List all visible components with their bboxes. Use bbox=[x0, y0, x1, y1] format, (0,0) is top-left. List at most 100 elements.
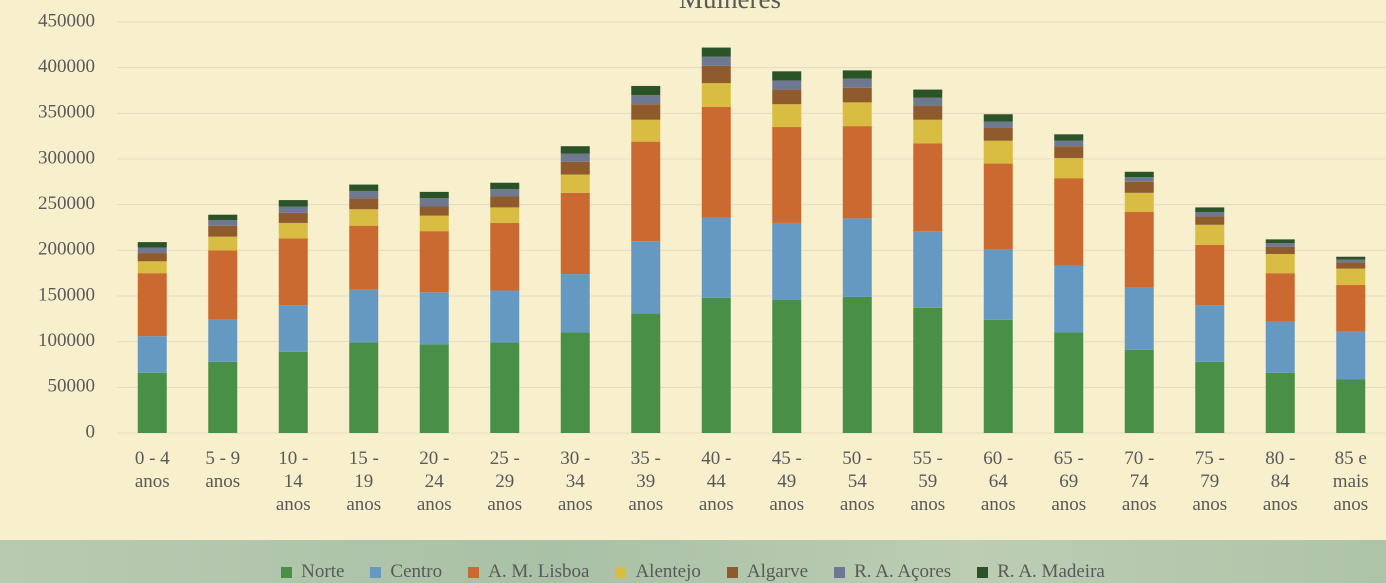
bar-segment bbox=[1195, 244, 1225, 306]
x-tick-label: 75 - 79 anos bbox=[1192, 448, 1228, 515]
bar-segment bbox=[1195, 216, 1225, 225]
y-tick-label: 300000 bbox=[38, 147, 95, 168]
bar-segment bbox=[1124, 177, 1154, 182]
bar-segment bbox=[772, 89, 802, 105]
bar-segment bbox=[983, 249, 1013, 320]
bar-segment bbox=[913, 231, 943, 308]
bar-segment bbox=[349, 225, 379, 290]
bar-segment bbox=[560, 274, 590, 333]
bar-segment bbox=[490, 290, 520, 343]
bar-segment bbox=[772, 299, 802, 433]
bar-segment bbox=[490, 342, 520, 433]
bar-segment bbox=[278, 206, 308, 213]
bar-segment bbox=[842, 296, 872, 433]
x-tick-label: 20 - 24 anos bbox=[416, 448, 452, 515]
x-tick-label: 35 - 39 anos bbox=[628, 448, 664, 515]
bar-segment bbox=[1336, 285, 1366, 332]
bar-segment bbox=[842, 70, 872, 79]
bar-segment bbox=[1054, 140, 1084, 147]
legend-swatch bbox=[370, 566, 382, 578]
bar-segment bbox=[1124, 287, 1154, 350]
bar-segment bbox=[983, 140, 1013, 164]
bar-segment bbox=[701, 217, 731, 298]
x-tick-label: 85 e mais anos bbox=[1332, 448, 1369, 515]
bar-segment bbox=[701, 297, 731, 433]
bar-segment bbox=[419, 191, 449, 199]
bar-segment bbox=[349, 209, 379, 226]
x-tick-label: 5 - 9 anos bbox=[205, 448, 241, 492]
bar-segment bbox=[208, 225, 238, 237]
bar-segment bbox=[701, 47, 731, 57]
y-tick-label: 450000 bbox=[38, 10, 95, 31]
legend-item: R. A. Madeira bbox=[977, 561, 1105, 583]
bar-segment bbox=[208, 220, 238, 226]
bar-segment bbox=[631, 241, 661, 314]
bar-segment bbox=[137, 247, 167, 254]
legend: Norte Centro A. M. Lisboa Alentejo Algarve R.… bbox=[0, 561, 1386, 583]
bar-segment bbox=[983, 114, 1013, 122]
bar-segment bbox=[208, 361, 238, 433]
bar-segment bbox=[983, 319, 1013, 433]
bar-segment bbox=[419, 344, 449, 433]
bar-segment bbox=[1054, 134, 1084, 141]
legend-background bbox=[0, 540, 1386, 583]
legend-swatch bbox=[977, 566, 989, 578]
bar-segment bbox=[490, 182, 520, 190]
bar-segment bbox=[701, 106, 731, 218]
bar-segment bbox=[913, 106, 943, 120]
bar-segment bbox=[208, 214, 238, 221]
bar-segment bbox=[631, 119, 661, 142]
bar-segment bbox=[1265, 273, 1295, 322]
bar-segment bbox=[772, 71, 802, 81]
bar-segment bbox=[1336, 331, 1366, 380]
bar-segment bbox=[1265, 321, 1295, 373]
bar-segment bbox=[208, 319, 238, 362]
chart-title: Mulheres bbox=[679, 0, 781, 14]
x-tick-label: 55 - 59 anos bbox=[910, 448, 946, 515]
bar-segment bbox=[137, 336, 167, 373]
bar-segment bbox=[631, 95, 661, 105]
x-tick-label: 45 - 49 anos bbox=[769, 448, 805, 515]
bar-segment bbox=[560, 153, 590, 162]
bar-segment bbox=[983, 163, 1013, 250]
x-tick-label: 15 - 19 anos bbox=[346, 448, 382, 515]
bar-segment bbox=[278, 222, 308, 239]
bar-segment bbox=[772, 127, 802, 223]
bar-segment bbox=[1336, 262, 1366, 269]
bar-segment bbox=[1124, 192, 1154, 212]
bar-segment bbox=[913, 97, 943, 107]
legend-item: A. M. Lisboa bbox=[468, 561, 589, 583]
bar-segment bbox=[560, 192, 590, 275]
y-tick-label: 400000 bbox=[38, 56, 95, 77]
bar-segment bbox=[419, 292, 449, 345]
bar-segment bbox=[631, 104, 661, 120]
bar-segment bbox=[1265, 246, 1295, 254]
bar-segment bbox=[490, 196, 520, 208]
x-tick-label: 25 - 29 anos bbox=[487, 448, 523, 515]
bar-segment bbox=[137, 372, 167, 433]
bar-segment bbox=[349, 198, 379, 210]
bar-segment bbox=[137, 273, 167, 337]
bar-segment bbox=[208, 236, 238, 251]
bar-segment bbox=[419, 206, 449, 216]
x-tick-label: 10 - 14 anos bbox=[275, 448, 311, 515]
y-tick-label: 150000 bbox=[38, 284, 95, 305]
y-tick-label: 350000 bbox=[38, 102, 95, 123]
bar-segment bbox=[419, 215, 449, 232]
bar-segment bbox=[913, 89, 943, 98]
legend-item: R. A. Açores bbox=[834, 561, 951, 583]
bar-segment bbox=[772, 80, 802, 90]
legend-item: Alentejo bbox=[615, 561, 701, 583]
legend-item: Centro bbox=[370, 561, 442, 583]
legend-label: Algarve bbox=[746, 561, 809, 582]
y-tick-label: 200000 bbox=[38, 239, 95, 260]
bar-segment bbox=[701, 56, 731, 66]
bar-segment bbox=[772, 222, 802, 300]
bar-segment bbox=[1265, 372, 1295, 433]
y-tick-label: 100000 bbox=[38, 330, 95, 351]
bar-segment bbox=[1054, 332, 1084, 433]
legend-label: Norte bbox=[301, 561, 345, 582]
bar-segment bbox=[1054, 158, 1084, 179]
bar-segment bbox=[419, 231, 449, 293]
bar-segment bbox=[419, 198, 449, 207]
